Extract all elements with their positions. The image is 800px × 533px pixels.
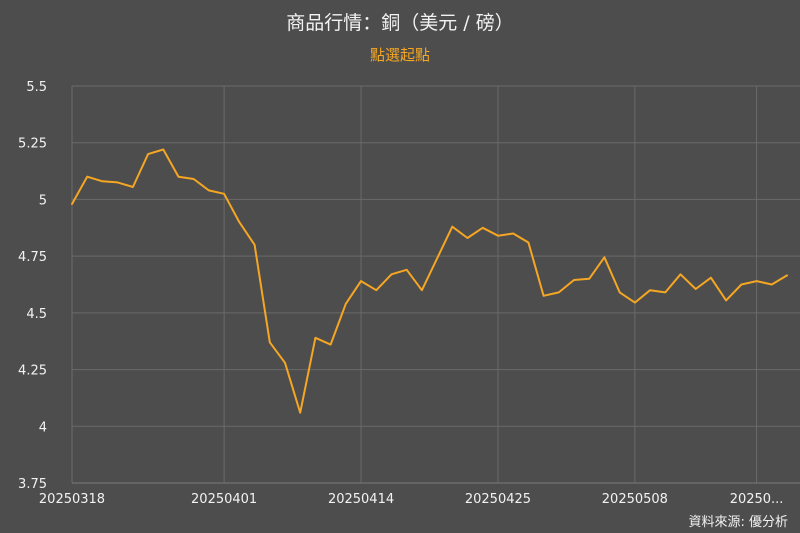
data-point	[679, 272, 683, 276]
y-tick-label: 4.25	[18, 364, 47, 379]
chart-title: 商品行情：銅（美元 / 磅）	[286, 12, 514, 34]
data-point	[374, 288, 378, 292]
data-point	[572, 278, 576, 282]
data-point	[85, 175, 89, 179]
data-point	[694, 287, 698, 291]
x-tick-label: 20250425	[465, 492, 531, 507]
data-point	[420, 288, 424, 292]
data-point	[100, 179, 104, 183]
data-point	[161, 148, 165, 152]
data-point	[298, 411, 302, 415]
data-point	[313, 336, 317, 340]
data-point	[131, 185, 135, 189]
y-tick-label: 4	[39, 420, 47, 435]
data-point	[329, 343, 333, 347]
data-point	[359, 279, 363, 283]
data-point	[253, 243, 257, 247]
data-point	[222, 192, 226, 196]
data-point	[724, 298, 728, 302]
data-point	[618, 290, 622, 294]
data-point	[268, 340, 272, 344]
data-source-note: 資料來源: 優分析	[688, 515, 788, 530]
y-tick-label: 5.5	[26, 80, 47, 95]
x-tick-label: 20250318	[39, 492, 105, 507]
data-point	[770, 283, 774, 287]
data-point	[176, 175, 180, 179]
y-tick-label: 5	[39, 193, 47, 208]
series-layer	[70, 148, 789, 415]
y-axis-ticks: 5.5 5.25 5 4.75 4.5 4.25 4 3.75	[18, 80, 47, 492]
data-point	[450, 225, 454, 229]
data-point	[663, 290, 667, 294]
y-tick-label: 3.75	[18, 477, 47, 492]
data-point	[496, 234, 500, 238]
data-point	[511, 231, 515, 235]
data-point	[344, 302, 348, 306]
data-point	[587, 277, 591, 281]
data-point	[389, 272, 393, 276]
data-point	[207, 188, 211, 192]
data-point	[466, 236, 470, 240]
data-point	[602, 255, 606, 259]
select-start-point-link[interactable]: 點選起點	[369, 46, 430, 64]
y-tick-label: 4.5	[26, 307, 47, 322]
x-tick-label: 20250414	[328, 492, 394, 507]
data-point	[405, 268, 409, 272]
data-point	[237, 220, 241, 224]
data-point	[70, 202, 74, 206]
data-point	[755, 279, 759, 283]
data-point	[146, 152, 150, 156]
data-point	[283, 361, 287, 365]
series-line	[71, 148, 788, 414]
x-tick-label: 20250401	[191, 492, 257, 507]
gridlines	[71, 85, 800, 484]
y-tick-label: 4.75	[18, 250, 47, 265]
y-tick-label: 5.25	[18, 137, 47, 152]
data-point	[481, 226, 485, 230]
data-point	[542, 294, 546, 298]
data-point	[116, 180, 120, 184]
data-point	[648, 288, 652, 292]
x-axis-ticks: 20250318 20250401 20250414 20250425 20250508…	[39, 492, 784, 507]
data-point	[557, 290, 561, 294]
data-point	[633, 301, 637, 305]
data-point	[192, 177, 196, 181]
data-point	[709, 276, 713, 280]
data-point	[526, 241, 530, 245]
data-point	[435, 256, 439, 260]
x-tick-label: 20250508	[602, 492, 668, 507]
data-point	[785, 273, 789, 277]
data-point	[739, 283, 743, 287]
x-tick-label: 20250...	[730, 492, 784, 507]
